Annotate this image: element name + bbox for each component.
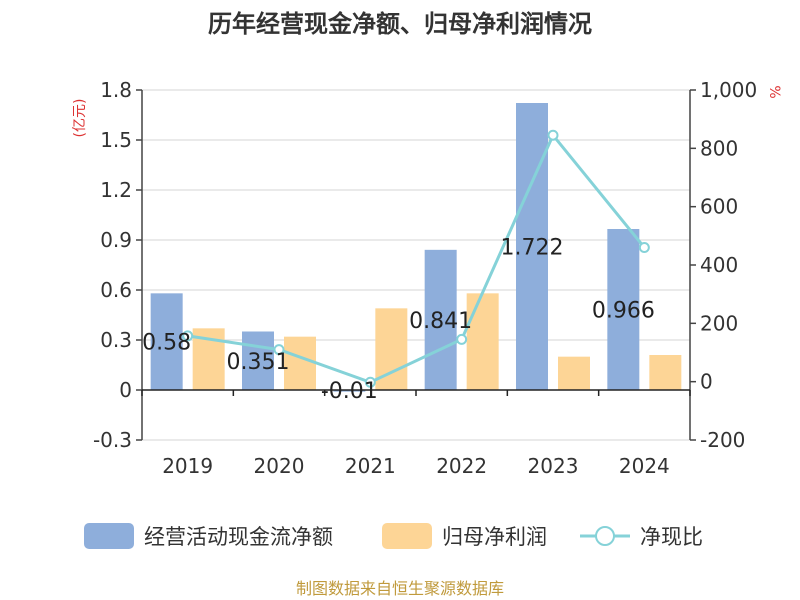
x-tick-label: 2022 [436,454,487,478]
ratio-point [638,242,650,253]
right-tick-label: 400 [700,253,738,277]
x-tick-label: 2023 [528,454,579,478]
bar [424,249,457,390]
legend-swatch [84,523,134,549]
left-tick-label: -0.3 [93,428,132,452]
bars [150,103,682,392]
right-tick-label: 600 [700,195,738,219]
right-tick-label: 0 [700,370,713,394]
ratio-point [364,376,376,388]
right-tick-label: 800 [700,136,738,160]
ratio-point [182,330,194,342]
left-tick-label: 0.6 [100,278,132,302]
bar [558,356,590,390]
legend: 经营活动现金流净额 归母净利润 净现比 [84,523,703,549]
ratio-line [182,129,650,388]
right-tick-label: 200 [700,311,738,335]
bar [333,390,366,392]
legend-marker [595,526,615,546]
tick-labels: 1.8 1.5 1.2 0.9 0.6 0.3 0 -0.3 1,000 800 600 400 200… [72,78,782,478]
source-note: 制图数据来自恒生聚源数据库 [296,579,504,598]
bar [466,293,499,390]
left-tick-label: 1.5 [100,128,132,152]
left-unit-label: (亿元) [72,99,88,138]
legend-label: 归母净利润 [442,525,547,549]
left-tick-label: 0.3 [100,328,132,352]
ratio-point [547,129,559,141]
chart-title: 历年经营现金净额、归母净利润情况 [208,10,592,38]
x-tick-label: 2024 [619,454,670,478]
left-tick-label: 1.8 [100,78,132,102]
x-tick-label: 2019 [162,454,213,478]
legend-swatch [382,523,432,549]
bar [284,336,316,390]
bar [607,229,640,390]
bar-value-label: 0.841 [409,309,472,334]
bar [516,103,548,390]
x-tick-label: 2021 [345,454,396,478]
bar-value-label: 1.722 [501,236,564,261]
x-tick-label: 2020 [254,454,305,478]
bar-value-label: 0.966 [592,299,655,324]
left-tick-label: 0.9 [100,228,132,252]
ratio-point [273,344,285,356]
ratio-point [456,333,468,345]
data-labels: 0.58 0.351 -0.01 0.841 1.722 0.966 [142,236,655,405]
bar [150,293,183,390]
right-tick-label: 1,000 [700,78,757,102]
right-tick-label: -200 [700,428,745,452]
bar [649,355,682,390]
bar [242,331,274,390]
bar-value-label: -0.01 [321,379,378,404]
legend-label: 经营活动现金流净额 [144,525,333,549]
left-tick-label: 1.2 [100,178,132,202]
bar-value-label: 0.351 [227,350,290,375]
left-tick-label: 0 [119,378,132,402]
axes [136,89,696,441]
right-unit-label: % [766,85,782,98]
ratio-line-path [187,132,646,384]
legend-label: 净现比 [640,525,703,549]
bar-value-label: 0.58 [142,331,191,356]
